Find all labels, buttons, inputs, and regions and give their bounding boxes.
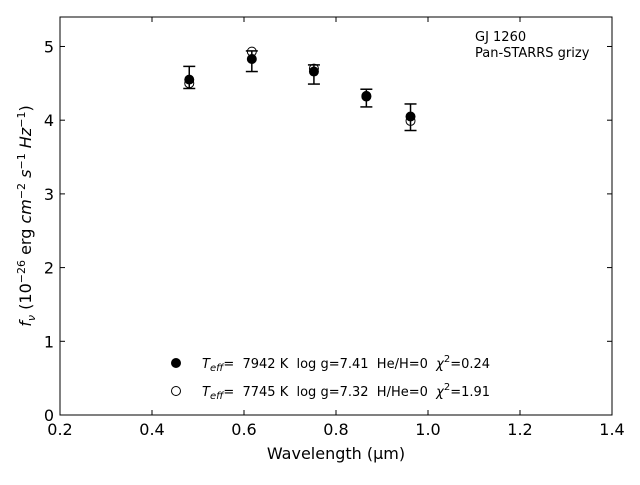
y-axis-title: fν (10−26 erg cm−2 s−1 Hz−1) [15, 105, 38, 326]
legend-marker-filled [171, 358, 181, 368]
annotation-survey-name: Pan-STARRS grizy [475, 46, 590, 61]
x-tick-label: 1.0 [415, 420, 440, 439]
data-point-filled [361, 90, 372, 101]
data-point-filled [246, 54, 257, 65]
x-axis-title: Wavelength (μm) [267, 444, 405, 463]
legend-label-1: Teff= 7942 K log g=7.41 He/H=0 χ2=0.24 [202, 354, 490, 374]
x-tick-label: 0.6 [231, 420, 256, 439]
data-point-filled [405, 111, 416, 122]
x-tick-label: 1.2 [507, 420, 532, 439]
legend-label-2: Teff= 7745 K log g=7.32 H/He=0 χ2=1.91 [202, 382, 490, 402]
y-tick-label: 2 [44, 259, 54, 278]
y-tick-label: 4 [44, 111, 54, 130]
x-tick-label: 0.4 [139, 420, 164, 439]
axes-frame [59, 16, 613, 416]
ticks-layer: 0.2 0.4 0.6 0.8 1.0 1.2 1.4 0 1 2 3 4 5 [44, 17, 625, 439]
data-point-filled [184, 74, 195, 85]
x-tick-label: 0.8 [323, 420, 348, 439]
annotation-object-name: GJ 1260 [475, 30, 526, 45]
legend-marker-open [171, 386, 181, 396]
y-tick-label: 3 [44, 185, 54, 204]
x-tick-label: 1.4 [599, 420, 624, 439]
plot-layer [183, 46, 417, 132]
y-tick-label: 5 [44, 37, 54, 56]
chart-legend: Teff= 7942 K log g=7.41 He/H=0 χ2=0.24 T… [171, 354, 490, 402]
data-point-filled [308, 66, 319, 77]
y-tick-label: 1 [44, 332, 54, 351]
y-tick-label: 0 [44, 406, 54, 425]
x-tick-label: 0.2 [47, 420, 72, 439]
